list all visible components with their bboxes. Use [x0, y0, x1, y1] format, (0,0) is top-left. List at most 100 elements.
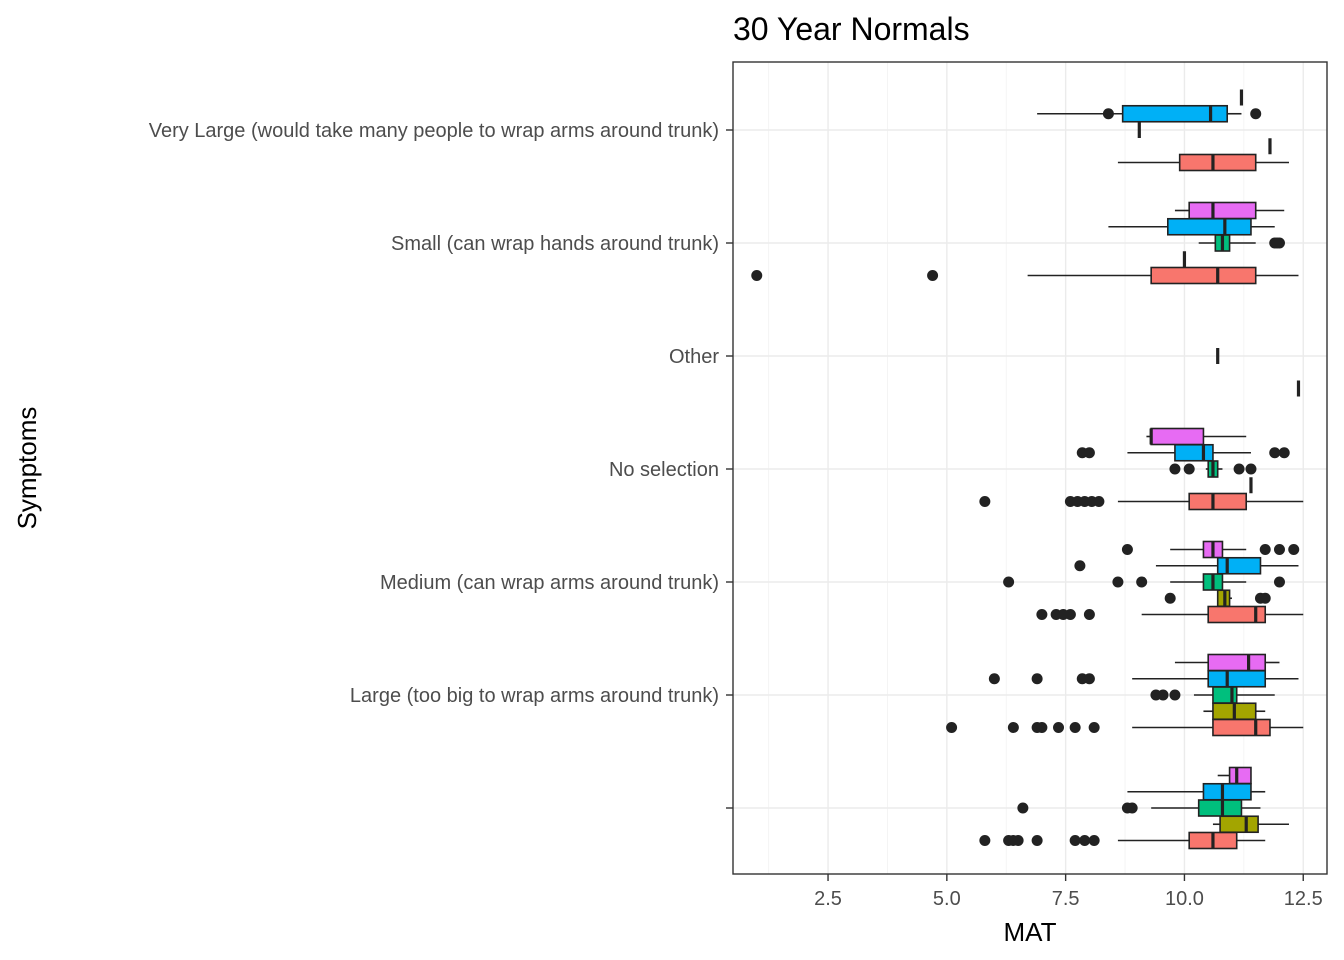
box-blue	[1108, 217, 1275, 236]
box-red	[946, 718, 1304, 737]
box-green	[1150, 686, 1275, 704]
outlier-point	[1074, 560, 1086, 572]
box-magenta	[1217, 766, 1252, 785]
x-tick-label: 5.0	[933, 888, 961, 910]
outlier-point	[1245, 463, 1257, 475]
x-axis-title: MAT	[1004, 917, 1057, 947]
outlier-point	[1083, 673, 1095, 685]
box-magenta	[1121, 540, 1300, 559]
chart-title: 30 Year Normals	[733, 11, 970, 47]
x-tick-label: 7.5	[1052, 888, 1080, 910]
outlier-point	[1273, 544, 1285, 555]
box-red	[979, 492, 1304, 511]
box-olive	[1212, 815, 1289, 834]
box-body	[1207, 653, 1267, 672]
outlier-point	[1259, 544, 1271, 555]
outlier-point	[1169, 689, 1181, 701]
outlier-point	[1164, 592, 1176, 604]
box-body	[1174, 443, 1214, 462]
outlier-point	[1288, 544, 1300, 555]
y-axis: Very Large (would take many people to wr…	[149, 120, 733, 809]
outlier-point	[1012, 835, 1024, 846]
box-body	[1202, 782, 1252, 801]
x-tick-label: 12.5	[1284, 888, 1323, 910]
box-blue	[1127, 782, 1266, 801]
outlier-point	[1069, 722, 1081, 733]
outlier-point	[1007, 722, 1019, 733]
box-magenta	[1174, 201, 1285, 220]
box-green	[1169, 460, 1257, 478]
outlier-point	[1269, 447, 1281, 459]
outlier-point	[1233, 463, 1245, 475]
outlier-point	[1031, 835, 1043, 846]
box-olive	[1164, 589, 1271, 608]
outlier-point	[1273, 576, 1285, 588]
outlier-point	[946, 722, 958, 733]
box-body	[1188, 492, 1248, 511]
box-blue	[1076, 443, 1290, 462]
outlier-point	[1036, 722, 1048, 733]
box-red	[751, 266, 1299, 285]
box-body	[1207, 669, 1267, 688]
box-green	[1017, 799, 1261, 817]
y-tick-label: Large (too big to wrap arms around trunk…	[350, 685, 719, 707]
box-olive	[1203, 702, 1266, 721]
box-red	[979, 831, 1266, 850]
outlier-point	[1036, 609, 1048, 620]
outlier-point	[927, 270, 939, 281]
x-tick-label: 2.5	[814, 888, 842, 910]
outlier-point	[751, 270, 763, 281]
outlier-point	[1064, 609, 1076, 620]
box-body	[1212, 718, 1271, 737]
box-layer	[751, 89, 1304, 850]
outlier-point	[979, 496, 991, 507]
y-tick-label: Small (can wrap hands around trunk)	[391, 233, 719, 255]
outlier-point	[1259, 592, 1271, 604]
box-blue	[1074, 556, 1299, 575]
box-body	[1178, 153, 1257, 172]
grid-lines	[733, 62, 1327, 874]
outlier-point	[1273, 237, 1285, 249]
box-body	[1197, 799, 1243, 817]
outlier-point	[1088, 722, 1100, 733]
outlier-point	[1031, 673, 1043, 685]
outlier-point	[1053, 722, 1065, 733]
box-body	[1150, 266, 1257, 285]
box-red	[1117, 153, 1289, 172]
outlier-point	[1003, 576, 1015, 588]
outlier-point	[1126, 802, 1138, 814]
outlier-point	[988, 673, 1000, 685]
plot-panel-border	[732, 61, 1328, 875]
box-body	[1167, 217, 1252, 236]
outlier-point	[1183, 463, 1195, 475]
outlier-point	[1093, 496, 1105, 507]
outlier-point	[1157, 689, 1169, 701]
outlier-point	[1069, 835, 1081, 846]
x-axis: 2.5 5.0 7.5 10.0 12.5	[814, 874, 1323, 910]
box-body	[1121, 104, 1229, 123]
box-green	[1003, 573, 1285, 591]
y-tick-label: Other	[669, 346, 719, 368]
box-blue	[988, 669, 1299, 688]
box-green	[1198, 234, 1285, 252]
outlier-point	[1121, 544, 1133, 555]
outlier-point	[1278, 447, 1290, 459]
box-body	[1207, 605, 1267, 624]
y-tick-label: Very Large (would take many people to wr…	[149, 120, 719, 142]
outlier-point	[1017, 802, 1029, 814]
y-tick-label: No selection	[609, 459, 719, 481]
outlier-point	[1083, 609, 1095, 620]
box-red	[1036, 605, 1304, 624]
outlier-point	[979, 835, 991, 846]
x-tick-label: 10.0	[1165, 888, 1204, 910]
y-tick-label: Medium (can wrap arms around trunk)	[380, 572, 719, 594]
box-magenta	[1174, 653, 1280, 672]
outlier-point	[1079, 835, 1091, 846]
outlier-point	[1250, 108, 1262, 120]
y-axis-title: Symptoms	[12, 407, 42, 530]
box-body	[1228, 766, 1252, 785]
outlier-point	[1112, 576, 1124, 588]
outlier-point	[1136, 576, 1148, 588]
box-body	[1219, 815, 1259, 834]
outlier-point	[1169, 463, 1181, 475]
